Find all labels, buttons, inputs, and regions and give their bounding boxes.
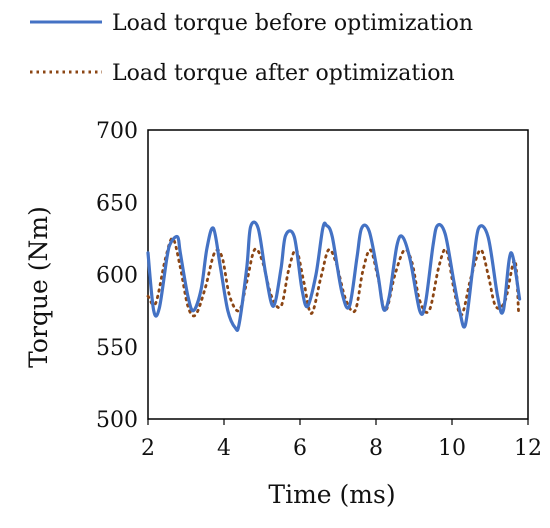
y-axis-title: Torque (Nm): [24, 206, 53, 368]
x-tick-label: 4: [217, 436, 231, 461]
x-tick-label: 8: [369, 436, 383, 461]
y-tick-label: 650: [96, 191, 138, 216]
x-axis: 2 4 6 8 10 12: [141, 419, 542, 461]
series-line-before-optimization: [146, 220, 522, 332]
x-axis-title: Time (ms): [268, 480, 395, 509]
y-axis: 500 550 600 650 700: [96, 119, 138, 433]
series-layer: [146, 220, 522, 332]
legend: Load torque before optimization Load tor…: [30, 11, 473, 86]
y-tick-label: 550: [96, 336, 138, 361]
legend-label-after: Load torque after optimization: [112, 61, 455, 86]
y-tick-label: 500: [96, 408, 138, 433]
x-tick-label: 10: [438, 436, 466, 461]
plot-area-frame: [147, 129, 529, 420]
y-tick-label: 600: [96, 264, 138, 289]
x-tick-label: 6: [293, 436, 307, 461]
series-line-after-optimization: [146, 237, 520, 318]
x-tick-label: 12: [514, 436, 542, 461]
x-tick-label: 2: [141, 436, 155, 461]
legend-label-before: Load torque before optimization: [112, 11, 473, 36]
y-tick-label: 700: [96, 119, 138, 144]
